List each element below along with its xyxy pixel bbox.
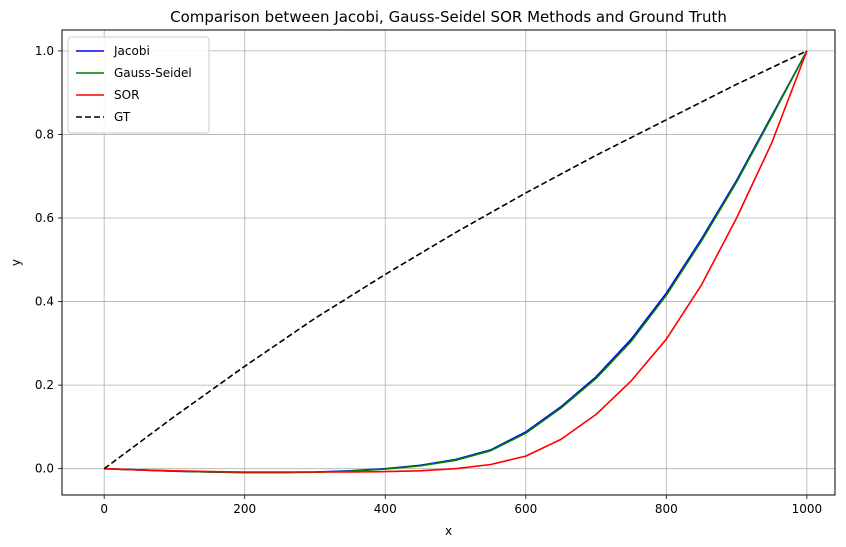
x-axis-label: x — [445, 524, 452, 538]
y-axis-label: y — [9, 259, 23, 266]
legend-label: GT — [114, 110, 131, 124]
series-lines — [103, 50, 808, 474]
axes: 0 200 400 600 800 1000 0.0 0.2 0.4 0.6 0.8 1.0 — [35, 44, 822, 516]
y-tick-label: 0.0 — [35, 462, 54, 476]
legend-box — [67, 36, 210, 134]
y-tick-label: 1.0 — [35, 44, 54, 58]
y-tick-label: 0.8 — [35, 127, 54, 141]
x-tick-label: 600 — [514, 502, 537, 516]
grid — [62, 30, 835, 495]
series-line-gt — [103, 50, 808, 470]
y-tick-label: 0.2 — [35, 378, 54, 392]
legend-label: Jacobi — [113, 44, 150, 58]
y-tick-label: 0.6 — [35, 211, 54, 225]
x-tick-label: 1000 — [792, 502, 823, 516]
x-tick-label: 200 — [233, 502, 256, 516]
legend: Jacobi Gauss-Seidel SOR GT — [67, 36, 210, 134]
y-tick-label: 0.4 — [35, 295, 54, 309]
x-tick-label: 800 — [655, 502, 678, 516]
x-tick-label: 400 — [374, 502, 397, 516]
x-tick-label: 0 — [100, 502, 108, 516]
series-line-sor — [104, 50, 808, 473]
plot-frame — [61, 29, 836, 496]
legend-label: SOR — [114, 88, 139, 102]
legend-label: Gauss-Seidel — [114, 66, 192, 80]
chart-title: Comparison between Jacobi, Gauss-Seidel … — [170, 8, 727, 26]
